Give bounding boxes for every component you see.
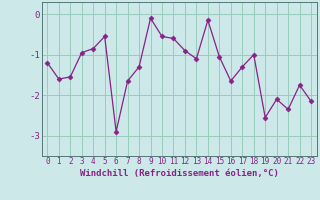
X-axis label: Windchill (Refroidissement éolien,°C): Windchill (Refroidissement éolien,°C): [80, 169, 279, 178]
